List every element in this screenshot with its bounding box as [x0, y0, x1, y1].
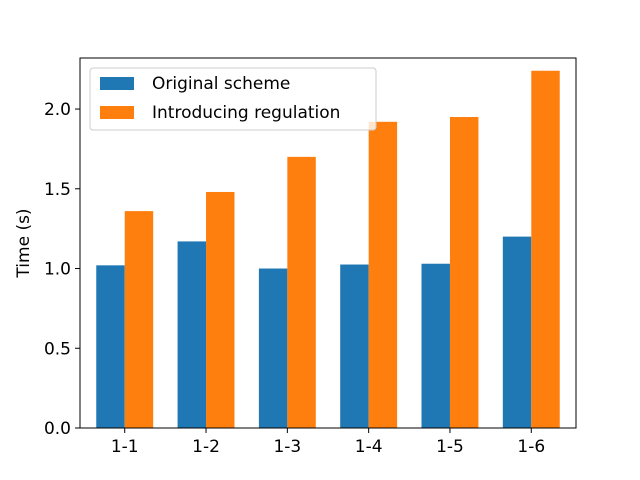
bar-regulation-1-1 [124, 211, 154, 428]
bar-regulation-1-6 [531, 70, 560, 428]
bar-original-1-4 [340, 264, 369, 428]
x-tick-label: 1-1 [111, 437, 139, 457]
y-tick-label: 0.0 [44, 419, 71, 439]
y-tick-label: 2.0 [44, 100, 71, 120]
x-tick-label: 1-4 [355, 437, 383, 457]
y-tick-label: 1.0 [44, 260, 71, 280]
bar-original-1-2 [177, 241, 207, 428]
legend-swatch [100, 106, 134, 119]
x-axis: 1-1 1-2 1-3 1-4 1-5 1-6 [111, 428, 545, 457]
x-tick-label: 1-3 [273, 437, 301, 457]
y-tick-label: 0.5 [44, 339, 71, 359]
y-axis: 0.0 0.5 1.0 1.5 2.0 [44, 100, 80, 439]
x-tick-label: 1-2 [192, 437, 220, 457]
bar-original-1-6 [502, 236, 532, 428]
x-tick-label: 1-6 [517, 437, 545, 457]
legend-label: Original scheme [152, 74, 290, 94]
bar-regulation-1-3 [287, 156, 316, 428]
bar-regulation-1-4 [368, 121, 398, 428]
y-axis-label: Time (s) [14, 208, 34, 278]
legend-swatch [100, 77, 134, 90]
y-tick-label: 1.5 [44, 180, 71, 200]
bars-layer [96, 70, 560, 428]
bar-regulation-1-2 [206, 191, 235, 428]
bar-original-1-3 [258, 268, 288, 428]
bar-regulation-1-5 [449, 117, 479, 428]
bar-original-1-1 [96, 265, 125, 428]
legend: Original scheme Introducing regulation [89, 67, 377, 131]
legend-box [89, 67, 377, 131]
legend-label: Introducing regulation [152, 103, 340, 123]
x-tick-label: 1-5 [436, 437, 464, 457]
plot-frame [79, 57, 577, 429]
bar-original-1-5 [421, 263, 450, 428]
